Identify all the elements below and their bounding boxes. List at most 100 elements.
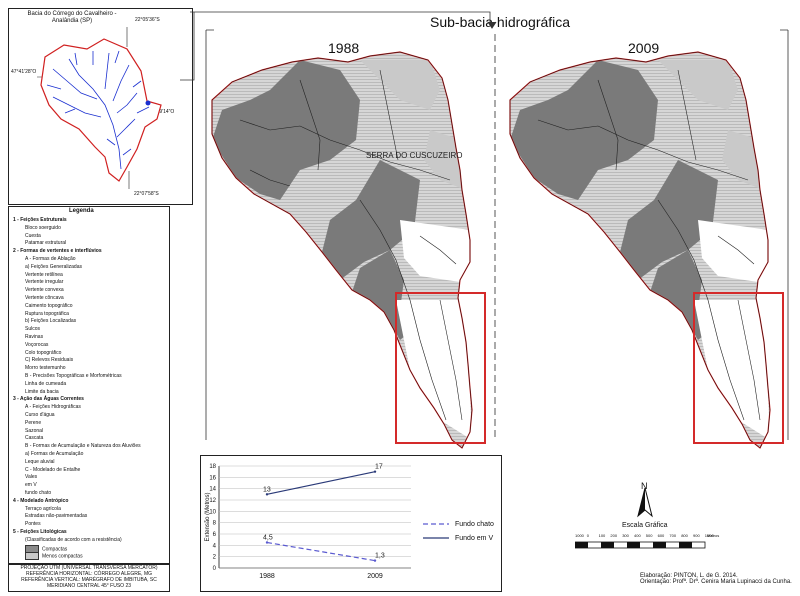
legend-item: C) Relevos Residuais [25, 357, 73, 363]
credits: Elaboração: PINTON, L. de G. 2014. Orien… [640, 573, 792, 585]
legend-item: Ruptura topográfica [25, 311, 69, 317]
scale-tick-label: 200 [610, 533, 618, 538]
legend-item: Sulcos [25, 326, 40, 332]
legend-item-label: b) Feições Localizadas [25, 318, 77, 325]
inset-rivers [46, 50, 150, 170]
legend-item-label: A - Formas de Ablação [25, 256, 76, 262]
map-1988: SERRA DO CUSCUZEIRO [211, 51, 486, 449]
legend-item-label: Sulcos [25, 326, 41, 333]
chart-y-tick-label: 0 [213, 566, 217, 572]
basin-maps: SERRA DO CUSCUZEIRO [180, 11, 789, 449]
legend-item: Pontes [25, 521, 41, 527]
legend-item-label: C - Modelado de Entalhe [25, 466, 81, 473]
inset-basin-boundary [40, 38, 162, 182]
legend-item: B - Formas de Acumulação e Natureza dos … [25, 443, 141, 449]
scale-tick-label: 700 [669, 533, 677, 538]
inset-basin-drawing [37, 27, 162, 189]
chart-data-label: 13 [263, 486, 271, 493]
highlight-box-2009 [693, 292, 784, 444]
inset-title-line2: Analândia (SP) [51, 18, 93, 24]
legend-item-label: Vales [25, 474, 38, 481]
legend-item: Leque aluvial [25, 459, 54, 465]
legend-item: Linha de cumeada [25, 381, 66, 387]
chart-y-tick-label: 8 [213, 521, 217, 527]
legend-item-label: a) Feições Generalizadas [25, 263, 82, 270]
legend-item: Vertente côncava [25, 295, 64, 301]
legend-item: Colo topográfico [25, 350, 61, 356]
inset-coord-right: 47°39'14"O [149, 109, 175, 115]
inset-title: Bacia do Córrego do Cavalheiro - Analând… [12, 11, 132, 25]
legend-swatch [25, 552, 39, 561]
legend-item: Sazonal [25, 428, 43, 434]
legend-item: b) Feições Localizadas [25, 318, 76, 324]
legend-item: 1 - Feições Estruturais [13, 217, 67, 223]
legend-item-label: Patamar estrutural [25, 240, 67, 247]
legend-item: Curso d'água [25, 412, 55, 418]
legend-item: Vertente convexa [25, 287, 64, 293]
chart-y-tick-label: 18 [209, 464, 216, 470]
chart-legend-label: Fundo em V [455, 535, 493, 542]
projection-box: PROJEÇÃO UTM (UNIVERSAL TRANSVERSA MERCA… [8, 564, 170, 592]
chart-data-point [265, 541, 269, 544]
legend-item-label: (Classificadas de acordo com a resistênc… [25, 536, 122, 543]
chart-y-tick-label: 6 [213, 532, 217, 538]
chart-data-label: 17 [375, 464, 383, 471]
legend-item-label: Vertente irregular [25, 279, 64, 286]
credits-line2: Orientação: Profª. Drª. Cenira Maria Lup… [640, 579, 792, 585]
map-frame-left [205, 29, 214, 440]
legend-item: 3 - Ação das Águas Correntes [13, 396, 84, 402]
credits-line1: Elaboração: PINTON, L. de G. 2014. [640, 573, 738, 579]
legend-item-label: 4 - Modelado Antrópico [13, 497, 69, 504]
legend-item-label: Menos compactas [42, 553, 83, 560]
legend-item-label: C) Relevos Residuais [25, 357, 74, 364]
scale-title: Escala Gráfica [622, 522, 668, 529]
scale-unit: Metros [707, 533, 720, 538]
chart-data-point [373, 559, 377, 562]
legend-item-label: Limite da bacia [25, 388, 59, 395]
projection-line2: REFERÊNCIA HORIZONTAL: CÓRREGO ALEGRE, M… [25, 571, 153, 577]
legend-item-label: 2 - Formas de vertentes e interflúvios [13, 248, 102, 255]
legend-item-label: Voçorocas [25, 341, 49, 348]
highlight-box-1988 [395, 292, 486, 444]
scale-tick-label: 500 [645, 533, 653, 538]
legend-item-label: a) Formas de Acumulação [25, 451, 84, 457]
year-label-1988: 1988 [328, 40, 360, 56]
legend-item: Limite da bacia [25, 389, 59, 395]
legend-item-label: Leque aluvial [25, 458, 55, 465]
chart-panel: 0 2 4 6 8 10 12 14 16 18 Extensão (Metros) 1988 2009… [200, 455, 502, 592]
legend-item: 4 - Modelado Antrópico [13, 498, 68, 504]
legend-item: Estradas não-pavimentadas [25, 513, 87, 519]
scale-tick-label: 0 [586, 533, 590, 538]
legend-item: Caimento topográfico [25, 303, 73, 309]
legend-item: Vales [25, 474, 37, 480]
legend-item-label: Vertente côncava [25, 295, 64, 301]
legend-item: Perene [25, 420, 41, 426]
projection-line1: PROJEÇÃO UTM (UNIVERSAL TRANSVERSA MERCA… [20, 565, 158, 571]
legend-item-label: Bloco soerguido [25, 224, 61, 231]
legend-panel: Legenda 1 - Feições Estruturais Bloco soe… [8, 206, 170, 564]
year-label-2009: 2009 [628, 40, 660, 56]
legend-item-label: Ravinas [25, 334, 44, 340]
legend-item: Menos compactas [25, 552, 83, 561]
legend-item: a) Formas de Acumulação [25, 451, 83, 457]
legend-item: a) Feições Generalizadas [25, 264, 82, 270]
chart-y-axis-label: Extensão (Metros) [205, 492, 211, 541]
scale-bar [575, 541, 706, 549]
scale-tick-label: 400 [634, 533, 641, 538]
legend-item: Compactas [25, 544, 67, 553]
inset-coord-top: 22°05'36"S [135, 17, 160, 23]
legend-item-label: Ruptura topográfica [25, 310, 69, 317]
map-2009 [509, 51, 784, 449]
legend-title: Legenda [69, 208, 94, 214]
scale-tick-label: 1000 [704, 533, 714, 538]
legend-item: Cascata [25, 435, 43, 441]
legend-item-label: Curso d'água [25, 412, 55, 418]
legend-item: fundo chato [25, 490, 51, 496]
legend-item-label: Caimento topográfico [25, 302, 73, 309]
legend-swatch [25, 544, 39, 553]
legend-item: Ravinas [25, 334, 43, 340]
chart-y-tick-label: 16 [209, 475, 216, 481]
chart-y-tick-label: 2 [213, 555, 217, 561]
legend-item: Terraço agrícola [25, 506, 61, 512]
legend-item-label: Vertente convexa [25, 287, 64, 294]
